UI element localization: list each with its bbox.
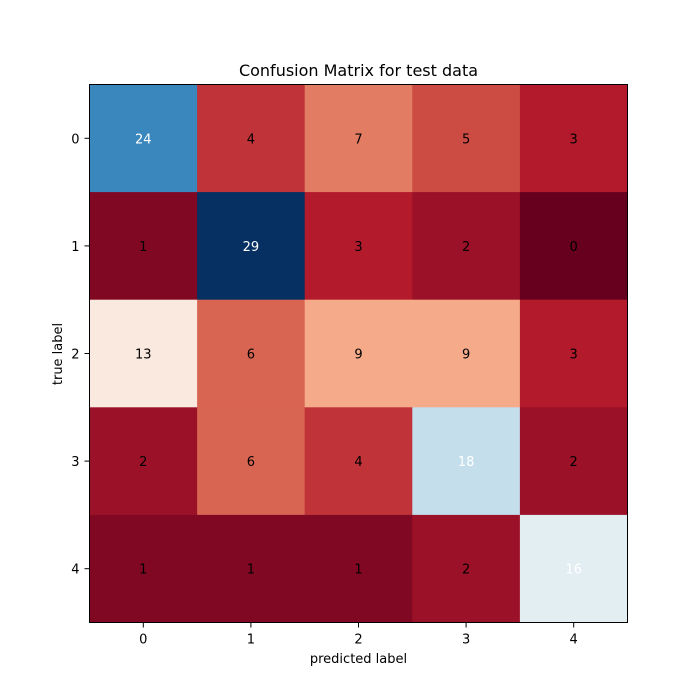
heatmap-cell-r3-c3	[412, 407, 521, 516]
cell-value-label-r3-c3: 18	[458, 455, 475, 470]
y-tick-label-3: 3	[71, 455, 79, 470]
cell-value-label-r4-c3: 2	[462, 563, 470, 578]
cell-value-label-r2-c4: 3	[570, 348, 578, 363]
cell-value-label-r3-c2: 4	[354, 455, 362, 470]
cell-value-label-r0-c2: 7	[354, 132, 362, 147]
cell-value-label-r1-c3: 2	[462, 240, 470, 255]
heatmap-cell-r2-c3	[412, 299, 521, 408]
x-axis-label: predicted label	[310, 652, 407, 667]
heatmap-cell-r1-c4	[519, 192, 628, 301]
cell-value-label-r3-c0: 2	[139, 455, 147, 470]
heatmap-cell-r0-c3	[412, 84, 521, 193]
chart-title: Confusion Matrix for test data	[239, 61, 478, 80]
heatmap-cell-r2-c0	[89, 299, 198, 408]
y-tick-label-4: 4	[71, 563, 79, 578]
cell-value-label-r4-c1: 1	[247, 563, 255, 578]
heatmap-cell-r2-c2	[304, 299, 413, 408]
cell-value-label-r4-c4: 16	[565, 563, 582, 578]
heatmap-cell-r4-c0	[89, 514, 198, 623]
cell-value-label-r4-c2: 1	[354, 563, 362, 578]
heatmap-cell-r3-c2	[304, 407, 413, 516]
y-tick-label-0: 0	[71, 132, 79, 147]
x-tick-label-0: 0	[139, 633, 147, 648]
y-tick-label-1: 1	[71, 240, 79, 255]
cell-value-label-r2-c1: 6	[247, 348, 255, 363]
cell-value-label-r0-c0: 24	[135, 132, 152, 147]
cell-value-label-r1-c2: 3	[354, 240, 362, 255]
heatmap-cell-r0-c1	[197, 84, 306, 193]
cell-value-label-r0-c4: 3	[570, 132, 578, 147]
cell-value-label-r3-c1: 6	[247, 455, 255, 470]
heatmap-cell-r1-c3	[412, 192, 521, 301]
cell-value-label-r1-c1: 29	[243, 240, 260, 255]
heatmap-cell-r3-c0	[89, 407, 198, 516]
heatmap-cell-r0-c0	[89, 84, 198, 193]
cell-value-label-r0-c3: 5	[462, 132, 470, 147]
cell-value-label-r2-c2: 9	[354, 348, 362, 363]
x-axis-ticks: 0 1 2 3 4	[139, 622, 578, 648]
y-axis-label: true label	[51, 323, 66, 385]
cell-value-label-r2-c3: 9	[462, 348, 470, 363]
heatmap-cell-r1-c0	[89, 192, 198, 301]
heatmap-cell-r2-c4	[519, 299, 628, 408]
heatmap-cell-labels: 24 4 7 5 31 29 3 2 013 6 9 9 32 6 4 18 21 1 1 2 16	[135, 132, 582, 577]
heatmap-cell-r3-c1	[197, 407, 306, 516]
cell-value-label-r0-c1: 4	[247, 132, 255, 147]
x-tick-label-4: 4	[570, 633, 578, 648]
heatmap-cell-r0-c2	[304, 84, 413, 193]
heatmap-cell-r4-c1	[197, 514, 306, 623]
heatmap-cell-r4-c3	[412, 514, 521, 623]
y-axis-ticks: 0 1 2 3 4	[71, 132, 90, 578]
x-tick-label-2: 2	[354, 633, 362, 648]
heatmap-cell-r3-c4	[519, 407, 628, 516]
heatmap-cell-r0-c4	[519, 84, 628, 193]
cell-value-label-r3-c4: 2	[570, 455, 578, 470]
cell-value-label-r1-c4: 0	[570, 240, 578, 255]
heatmap-cell-r1-c1	[197, 192, 306, 301]
heatmap-cell-r1-c2	[304, 192, 413, 301]
heatmap-cell-r4-c2	[304, 514, 413, 623]
y-tick-label-2: 2	[71, 348, 79, 363]
x-tick-label-1: 1	[247, 633, 255, 648]
cell-value-label-r4-c0: 1	[139, 563, 147, 578]
heatmap-cell-r2-c1	[197, 299, 306, 408]
heatmap-cells	[89, 84, 628, 623]
heatmap-cell-r4-c4	[519, 514, 628, 623]
x-tick-label-3: 3	[462, 633, 470, 648]
cell-value-label-r1-c0: 1	[139, 240, 147, 255]
cell-value-label-r2-c0: 13	[135, 348, 152, 363]
